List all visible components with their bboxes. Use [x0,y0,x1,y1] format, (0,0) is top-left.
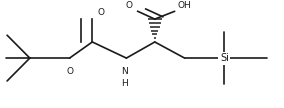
Text: Si: Si [220,53,229,63]
Text: O: O [97,8,104,17]
Text: H: H [122,79,128,88]
Text: N: N [122,67,128,76]
Text: O: O [67,67,74,76]
Text: OH: OH [178,1,191,10]
Text: O: O [126,1,133,10]
